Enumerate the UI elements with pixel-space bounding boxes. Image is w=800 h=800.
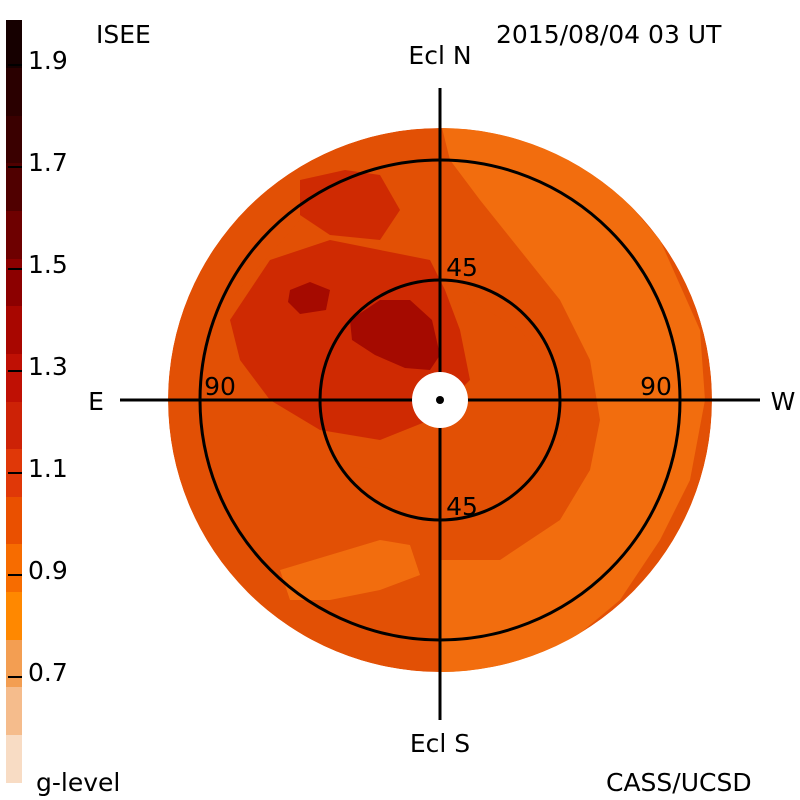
elongation-label-north: 45 [446, 253, 478, 282]
east-label: E [88, 387, 104, 416]
colorbar-segment [6, 734, 22, 783]
colorbar-tick-label: 0.9 [28, 556, 68, 585]
colorbar-segment [6, 591, 22, 640]
colorbar-tick [8, 64, 22, 66]
peak-density-region [350, 300, 440, 370]
peak-density-spot [288, 282, 330, 314]
colorbar-tick-label: 1.3 [28, 352, 68, 381]
colorbar-segment [6, 20, 22, 69]
colorbar-segment [6, 258, 22, 307]
colorbar-segment [6, 115, 22, 164]
elongation-label-south: 45 [446, 492, 478, 521]
colorbar [6, 20, 22, 783]
colorbar-tick [8, 472, 22, 474]
high-density-region-north [300, 170, 400, 240]
colorbar-segment [6, 401, 22, 450]
colorbar-tick [8, 166, 22, 168]
low-density-region-west [440, 128, 705, 672]
colorbar-segment [6, 67, 22, 116]
colorbar-title: g-level [36, 768, 121, 797]
colorbar-segment [6, 305, 22, 354]
colorbar-tick-label: 1.1 [28, 454, 68, 483]
colorbar-segment [6, 162, 22, 211]
colorbar-tick-label: 1.7 [28, 148, 68, 177]
north-label: Ecl N [408, 41, 471, 70]
colorbar-segment [6, 686, 22, 735]
colorbar-tick-label: 1.5 [28, 250, 68, 279]
colorbar-segment [6, 639, 22, 688]
elongation-label-west: 90 [640, 372, 672, 401]
colorbar-segment [6, 210, 22, 259]
timestamp-label: 2015/08/04 03 UT [496, 20, 722, 49]
colorbar-tick [8, 574, 22, 576]
credit-label: CASS/UCSD [606, 768, 752, 797]
colorbar-segment [6, 496, 22, 545]
south-label: Ecl S [410, 729, 470, 758]
elongation-label-east: 90 [204, 372, 236, 401]
colorbar-tick [8, 370, 22, 372]
west-label: W [771, 387, 796, 416]
colorbar-tick-label: 0.7 [28, 658, 68, 687]
sun-center-dot [436, 396, 444, 404]
low-density-region-south [280, 540, 420, 600]
colorbar-tick [8, 268, 22, 270]
colorbar-segment [6, 353, 22, 402]
source-label: ISEE [96, 20, 151, 49]
colorbar-tick [8, 676, 22, 678]
colorbar-segment [6, 543, 22, 592]
colorbar-tick-label: 1.9 [28, 46, 68, 75]
